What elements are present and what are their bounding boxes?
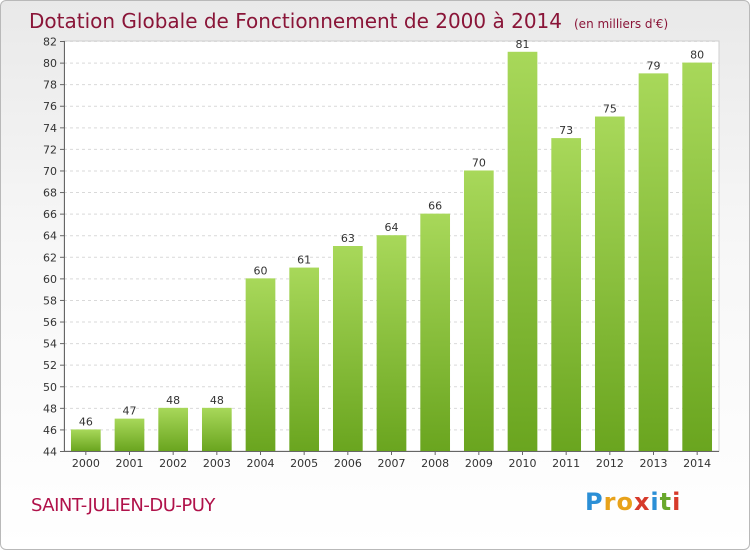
x-tick-label: 2007 xyxy=(378,457,406,470)
y-tick-label: 44 xyxy=(43,446,57,459)
x-tick-label: 2013 xyxy=(640,457,668,470)
data-label: 73 xyxy=(559,124,573,137)
data-label: 80 xyxy=(690,49,704,62)
x-tick-label: 2008 xyxy=(421,457,449,470)
bar xyxy=(332,246,363,451)
bar xyxy=(201,407,232,451)
data-label: 60 xyxy=(254,264,268,277)
data-label: 75 xyxy=(603,103,617,116)
bar xyxy=(289,267,320,451)
data-label: 61 xyxy=(297,254,311,267)
bar xyxy=(158,407,189,451)
bar xyxy=(245,278,276,451)
logo-letter: P xyxy=(585,488,604,516)
data-label: 63 xyxy=(341,232,355,245)
y-tick-label: 48 xyxy=(43,402,57,415)
bar xyxy=(682,62,713,451)
logo-letter: i xyxy=(672,488,682,516)
commune-name: SAINT-JULIEN-DU-PUY xyxy=(31,495,215,516)
y-tick-label: 50 xyxy=(43,381,57,394)
chart-unit-note: (en milliers d'€) xyxy=(574,17,669,31)
y-tick-label: 74 xyxy=(43,122,57,135)
y-tick-label: 80 xyxy=(43,57,57,70)
data-label: 48 xyxy=(210,394,224,407)
y-tick-label: 78 xyxy=(43,79,57,92)
bar xyxy=(507,51,538,451)
chart-title-text: Dotation Globale de Fonctionnement de 20… xyxy=(29,9,562,33)
logo-letter: o xyxy=(616,488,634,516)
data-label: 64 xyxy=(385,221,399,234)
bar xyxy=(376,235,407,451)
logo-letter: x xyxy=(633,488,651,516)
x-tick-label: 2010 xyxy=(509,457,537,470)
y-tick-label: 54 xyxy=(43,338,57,351)
x-tick-label: 2002 xyxy=(159,457,187,470)
data-label: 79 xyxy=(647,59,661,72)
y-tick-label: 64 xyxy=(43,230,57,243)
y-tick-label: 66 xyxy=(43,208,57,221)
y-tick-label: 58 xyxy=(43,294,57,307)
chart-title: Dotation Globale de Fonctionnement de 20… xyxy=(29,9,668,33)
bar xyxy=(114,418,145,451)
y-tick-label: 70 xyxy=(43,165,57,178)
y-tick-label: 68 xyxy=(43,187,57,200)
data-label: 81 xyxy=(516,38,530,51)
y-tick-label: 76 xyxy=(43,100,57,113)
x-tick-label: 2004 xyxy=(247,457,275,470)
x-tick-label: 2011 xyxy=(552,457,580,470)
x-tick-label: 2006 xyxy=(334,457,362,470)
x-tick-label: 2001 xyxy=(116,457,144,470)
bar xyxy=(551,138,582,451)
y-tick-label: 72 xyxy=(43,143,57,156)
x-tick-label: 2005 xyxy=(290,457,318,470)
proxiti-logo: Proxiti xyxy=(585,488,681,516)
y-tick-label: 46 xyxy=(43,424,57,437)
logo-letter: r xyxy=(603,488,617,516)
bar xyxy=(463,170,494,451)
y-tick-label: 52 xyxy=(43,359,57,372)
bar xyxy=(594,116,625,452)
y-tick-label: 62 xyxy=(43,251,57,264)
logo-letter: t xyxy=(659,488,673,516)
x-tick-label: 2003 xyxy=(203,457,231,470)
y-tick-label: 82 xyxy=(43,36,57,49)
data-label: 70 xyxy=(472,156,486,169)
x-tick-label: 2000 xyxy=(72,457,100,470)
bar xyxy=(420,213,451,451)
data-label: 66 xyxy=(428,200,442,213)
y-tick-label: 56 xyxy=(43,316,57,329)
x-tick-label: 2009 xyxy=(465,457,493,470)
bar xyxy=(638,73,669,452)
x-tick-label: 2014 xyxy=(683,457,711,470)
data-label: 46 xyxy=(79,415,93,428)
bar xyxy=(70,429,101,451)
logo-letter: i xyxy=(650,488,660,516)
data-label: 47 xyxy=(123,405,137,418)
x-tick-label: 2012 xyxy=(596,457,624,470)
y-tick-label: 60 xyxy=(43,273,57,286)
data-label: 48 xyxy=(166,394,180,407)
